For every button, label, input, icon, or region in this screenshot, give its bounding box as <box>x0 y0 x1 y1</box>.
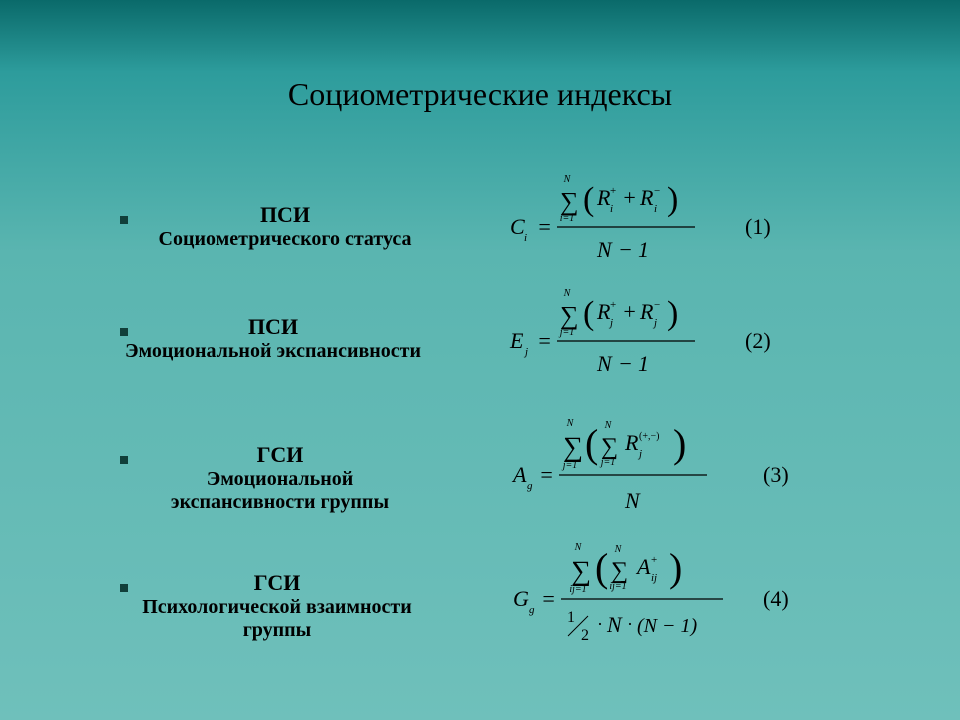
svg-text:i: i <box>654 203 657 215</box>
svg-text:R: R <box>596 299 611 324</box>
row-tag: ПСИ <box>98 314 448 340</box>
svg-text:+: + <box>651 554 657 566</box>
svg-text:−: − <box>618 351 633 376</box>
formula-2: E j = N ∑ j=1 ( R + j + R − j ) N − 1 (2… <box>505 286 805 396</box>
svg-text:(N − 1): (N − 1) <box>637 615 697 637</box>
svg-text:N: N <box>606 612 623 637</box>
svg-text:N: N <box>596 351 613 376</box>
svg-text:N: N <box>614 544 623 555</box>
svg-text:N: N <box>563 174 572 185</box>
row-subtitle-l2: группы <box>92 619 462 642</box>
svg-text:): ) <box>673 421 686 466</box>
svg-text:N: N <box>563 288 572 299</box>
svg-text:j=1: j=1 <box>558 327 575 338</box>
svg-text:1: 1 <box>638 351 649 376</box>
svg-text:1: 1 <box>638 237 649 262</box>
svg-text:ij=1: ij=1 <box>569 584 586 595</box>
equation-number: (2) <box>745 328 771 353</box>
equation-number: (4) <box>763 586 789 611</box>
svg-text:·: · <box>627 614 633 634</box>
svg-text:N: N <box>566 418 575 429</box>
svg-text:+: + <box>622 299 637 324</box>
svg-text:ij=1: ij=1 <box>609 581 626 592</box>
row2-label: ПСИ Эмоциональной экспансивности <box>98 314 448 363</box>
svg-text:=: = <box>537 328 552 353</box>
row1-label: ПСИ Социометрического статуса <box>130 202 440 251</box>
svg-text:−: − <box>618 237 633 262</box>
svg-text:N: N <box>624 488 641 513</box>
svg-text:j: j <box>523 346 528 358</box>
svg-text:−: − <box>654 185 660 197</box>
slide: Социометрические индексы ПСИ Социометрич… <box>0 0 960 720</box>
svg-text:g: g <box>529 604 535 616</box>
svg-text:∑: ∑ <box>560 187 579 216</box>
svg-text:j=1: j=1 <box>561 460 578 471</box>
row-subtitle-l1: Психологической взаимности <box>92 596 462 619</box>
row-subtitle: Эмоциональной экспансивности <box>98 340 448 363</box>
svg-text:(: ( <box>585 421 598 466</box>
row-tag: ПСИ <box>130 202 440 228</box>
svg-text:N: N <box>574 542 583 553</box>
svg-text:R: R <box>624 430 639 455</box>
svg-text:i: i <box>524 232 527 244</box>
svg-text:+: + <box>610 185 616 197</box>
svg-text:∑: ∑ <box>571 556 591 587</box>
svg-text:=: = <box>539 462 554 487</box>
svg-text:=: = <box>541 586 556 611</box>
equation-number: (3) <box>763 462 789 487</box>
svg-text:C: C <box>510 214 525 239</box>
svg-text:R: R <box>639 185 654 210</box>
svg-text:N: N <box>596 237 613 262</box>
svg-text:=: = <box>537 214 552 239</box>
svg-text:R: R <box>596 185 611 210</box>
row-tag: ГСИ <box>92 570 462 596</box>
svg-text:j=1: j=1 <box>599 457 616 468</box>
svg-text:+: + <box>622 185 637 210</box>
svg-text:(: ( <box>583 295 594 332</box>
svg-text:A: A <box>635 554 651 579</box>
row-subtitle-l1: Эмоциональной <box>120 468 440 491</box>
svg-text:∑: ∑ <box>563 432 583 463</box>
svg-text:g: g <box>527 480 533 492</box>
svg-text:i: i <box>610 203 613 215</box>
svg-text:(+,−): (+,−) <box>639 431 659 442</box>
row4-label: ГСИ Психологической взаимности группы <box>92 570 462 642</box>
formula-1: C i = N ∑ i=1 ( R + i + R − i ) N − 1 (1… <box>505 172 805 282</box>
svg-text:A: A <box>511 462 527 487</box>
svg-text:+: + <box>610 299 616 311</box>
svg-text:2: 2 <box>581 627 589 644</box>
svg-text:G: G <box>513 586 529 611</box>
formula-3: A g = N ∑ j=1 ( N ∑ j=1 R (+,−) j ) N (3… <box>505 416 825 536</box>
row3-label: ГСИ Эмоциональной экспансивности группы <box>120 442 440 514</box>
svg-text:(: ( <box>595 545 608 590</box>
svg-text:(: ( <box>583 181 594 218</box>
bullet-icon <box>120 216 128 224</box>
equation-number: (1) <box>745 214 771 239</box>
svg-text:∑: ∑ <box>560 301 579 330</box>
svg-text:·: · <box>597 614 603 634</box>
formula-4: G g = N ∑ ij=1 ( N ∑ ij=1 A + ij ) 1 2 ·… <box>505 540 835 668</box>
svg-text:): ) <box>667 295 678 332</box>
row-tag: ГСИ <box>120 442 440 468</box>
svg-text:R: R <box>639 299 654 324</box>
svg-text:): ) <box>669 545 682 590</box>
svg-text:ij: ij <box>651 572 657 584</box>
svg-text:N: N <box>604 420 613 431</box>
svg-text:i=1: i=1 <box>560 213 575 224</box>
svg-text:−: − <box>654 299 660 311</box>
svg-text:1: 1 <box>567 609 575 626</box>
slide-title: Социометрические индексы <box>0 76 960 113</box>
row-subtitle-l2: экспансивности группы <box>120 491 440 514</box>
row-subtitle: Социометрического статуса <box>130 228 440 251</box>
svg-text:E: E <box>509 328 524 353</box>
svg-text:): ) <box>667 181 678 218</box>
